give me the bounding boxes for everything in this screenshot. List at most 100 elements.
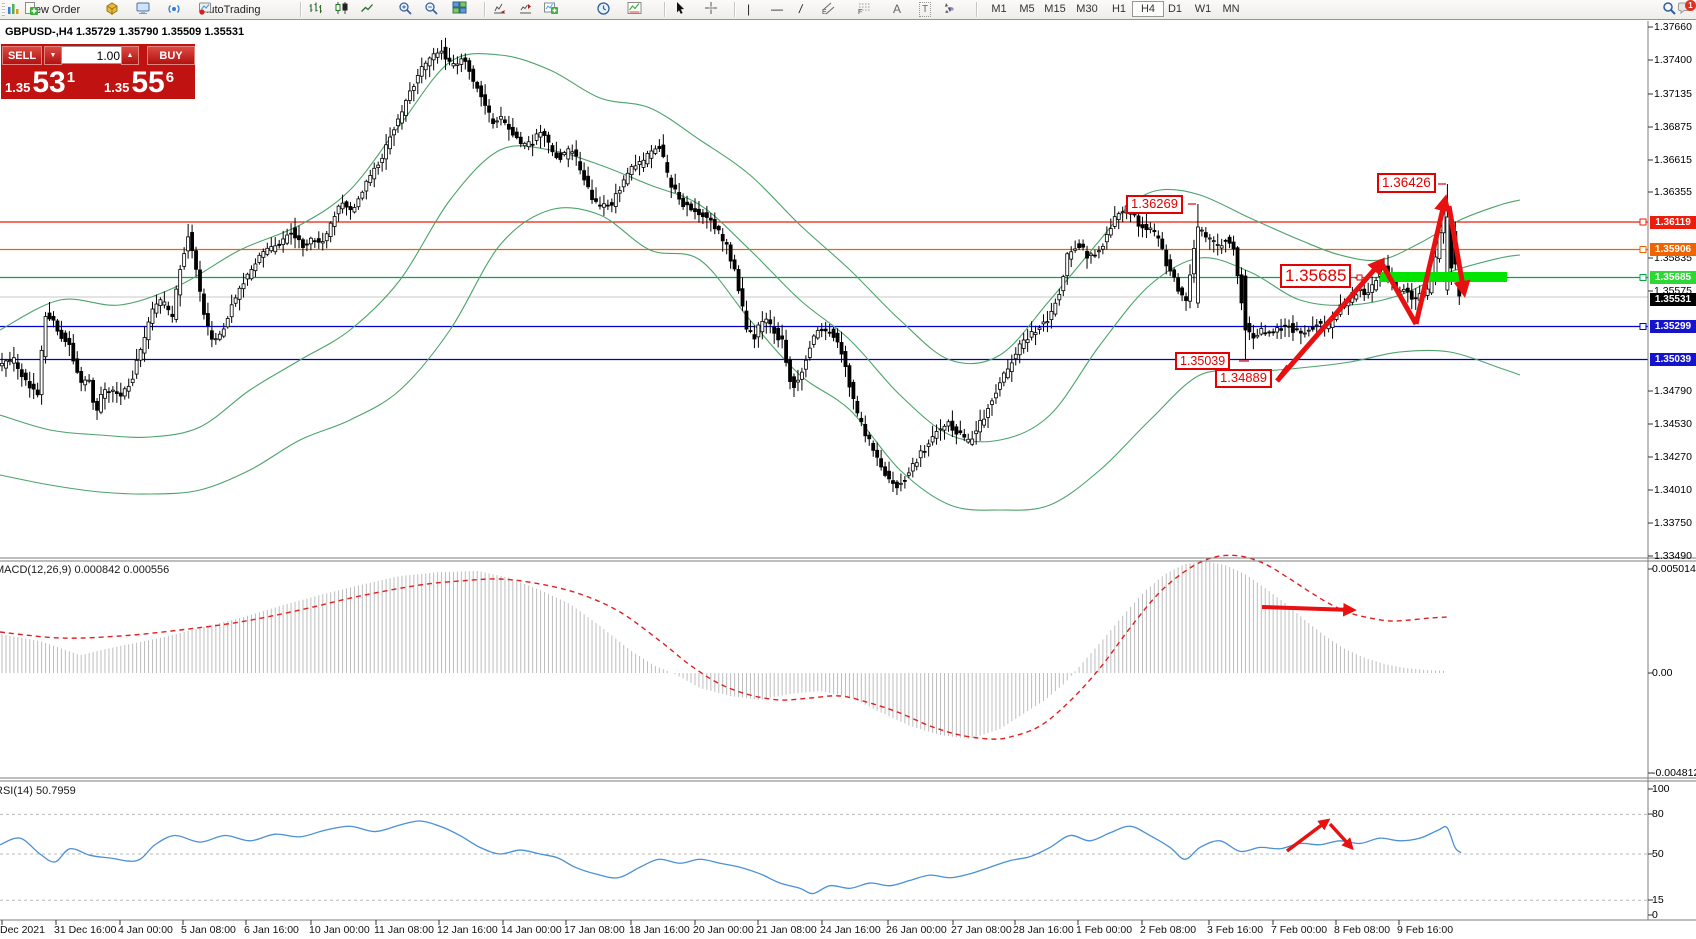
timeframe-m1[interactable]: M1	[991, 3, 1007, 15]
cursor-tool-button[interactable]	[674, 1, 684, 18]
macd-axis-label: 0.005014	[1652, 563, 1696, 575]
timeframe-m15[interactable]: M15	[1044, 3, 1066, 15]
macd-axis-label: -0.004812	[1652, 767, 1696, 779]
ask-big-digits: 55	[131, 66, 165, 99]
timeframe-m5[interactable]: M5	[1019, 3, 1035, 15]
horizontal-line-tool-button[interactable]: —	[768, 1, 786, 18]
fibonacci-icon	[859, 3, 871, 11]
price-callout-1.36269[interactable]: 1.36269	[1126, 195, 1183, 214]
time-tick-label: 4 Jan 00:00	[118, 924, 173, 936]
toolbar-grip[interactable]	[2, 3, 5, 16]
timeframe-d1[interactable]: D1	[1167, 3, 1183, 15]
terminal-button[interactable]	[136, 1, 150, 18]
price-callout-1.34889[interactable]: 1.34889	[1215, 369, 1272, 388]
chart-shift-button[interactable]	[518, 1, 531, 18]
horizontal-level-lines	[0, 218, 1648, 361]
timeframe-h4[interactable]: H4	[1132, 1, 1164, 17]
time-tick-label: 9 Feb 16:00	[1397, 924, 1454, 936]
dropdown-caret: ▼	[946, 5, 954, 14]
time-tick-label: 3 Feb 16:00	[1207, 924, 1264, 936]
notification-badge: 1	[1685, 0, 1696, 11]
bid-sup-digit: 1	[66, 69, 76, 86]
time-tick-label: 6 Jan 16:00	[244, 924, 299, 936]
green-zone-bar[interactable]	[1380, 272, 1507, 282]
new-order-button[interactable]: New Order	[24, 1, 83, 18]
price-tick-label: 1.34790	[1654, 385, 1692, 397]
price-tick-label: 1.34010	[1654, 484, 1692, 496]
price-callout-1.36426[interactable]: 1.36426	[1377, 173, 1436, 193]
tile-windows-button[interactable]	[452, 1, 467, 18]
chart-plus-icon	[8, 4, 19, 14]
time-tick-label: 14 Jan 00:00	[501, 924, 562, 936]
price-tick-label: 1.34530	[1654, 418, 1692, 430]
package-icon	[106, 2, 118, 15]
zoom-out-button[interactable]	[424, 1, 438, 18]
zoom-in-button[interactable]	[398, 1, 412, 18]
ask-small-digits: 1.35	[104, 80, 130, 95]
price-tick-label: 1.36355	[1654, 186, 1692, 198]
fibonacci-tool-button[interactable]: F	[858, 1, 871, 18]
one-click-trading-panel: SELL ▼ ▲ BUY 1.35 53 1 1.35 55 6	[1, 44, 195, 99]
channel-tool-button[interactable]: E	[822, 1, 835, 18]
bid-small-digits: 1.35	[5, 80, 31, 95]
time-tick-label: 27 Jan 08:00	[951, 924, 1012, 936]
time-tick-label: Dec 2021	[0, 924, 45, 936]
price-badge-1.35685: 1.35685	[1650, 271, 1696, 284]
timeframe-h1[interactable]: H1	[1111, 3, 1127, 15]
bid-price-display[interactable]: 1.35 53 1	[1, 65, 96, 98]
period-button[interactable]: ▼	[596, 1, 611, 18]
auto-scroll-button[interactable]	[492, 1, 505, 18]
volume-down-button[interactable]: ▼	[44, 46, 62, 65]
time-tick-label: 5 Jan 08:00	[181, 924, 236, 936]
candlesticks	[0, 37, 1462, 496]
shapes-tool-button[interactable]: ▼	[942, 1, 957, 18]
channel-tag: E	[822, 9, 827, 16]
time-tick-label: 17 Jan 08:00	[564, 924, 625, 936]
crosshair-icon	[705, 2, 717, 14]
market-watch-button[interactable]	[105, 1, 118, 18]
zoom-out-icon	[425, 2, 438, 15]
price-callout-1.35039[interactable]: 1.35039	[1175, 352, 1231, 371]
time-tick-label: 2 Feb 08:00	[1140, 924, 1197, 936]
signal-icon	[168, 5, 180, 13]
timeframe-w1[interactable]: W1	[1194, 3, 1212, 15]
time-tick-label: 7 Feb 00:00	[1271, 924, 1328, 936]
search-button[interactable]	[1662, 1, 1676, 18]
notifications-button[interactable]: 1	[1678, 0, 1696, 18]
price-tick-label: 1.33750	[1654, 517, 1692, 529]
rsi-axis-label: 15	[1652, 894, 1664, 906]
timeframe-m30[interactable]: M30	[1076, 3, 1098, 15]
price-tick-label: 1.37400	[1654, 54, 1692, 66]
line-mode-icon	[361, 4, 373, 12]
top-toolbar: New Order AutoTrading ▼ ▼ ▼ | — / E F A …	[0, 0, 1696, 20]
indicators-button[interactable]: ▼	[627, 1, 642, 18]
charts-bar-button[interactable]	[7, 1, 19, 18]
volume-up-button[interactable]: ▲	[121, 46, 139, 65]
ask-price-display[interactable]: 1.35 55 6	[100, 65, 195, 98]
autotrading-button[interactable]: AutoTrading	[198, 1, 264, 18]
macd-indicator-label: MACD(12,26,9) 0.000842 0.000556	[0, 564, 170, 576]
buy-button[interactable]: BUY	[147, 46, 195, 65]
vertical-line-tool-button[interactable]: |	[744, 1, 753, 18]
toolbar-separator	[976, 2, 977, 17]
price-badge-1.35299: 1.35299	[1650, 320, 1696, 333]
horizontal-line-icon: —	[771, 2, 783, 16]
text-tool-button[interactable]: A	[890, 1, 904, 18]
volume-input[interactable]	[61, 46, 125, 64]
bar-chart-mode-button[interactable]	[308, 1, 322, 18]
label-tool-button[interactable]: T	[916, 1, 934, 18]
timeframe-mn[interactable]: MN	[1222, 3, 1240, 15]
strategy-tester-button[interactable]	[167, 1, 180, 18]
candle-chart-mode-button[interactable]	[334, 1, 348, 18]
crosshair-tool-button[interactable]	[704, 1, 717, 18]
line-chart-mode-button[interactable]	[360, 1, 373, 18]
price-callout-1.35685[interactable]: 1.35685	[1280, 264, 1352, 288]
search-icon	[1663, 2, 1676, 15]
sell-button[interactable]: SELL	[2, 46, 42, 65]
new-order-label: New Order	[27, 3, 81, 16]
text-tool-icon: A	[893, 2, 902, 16]
annotation-arrows[interactable]	[1261, 194, 1471, 853]
toolbar-separator	[664, 2, 665, 17]
new-chart-button[interactable]: ▼	[543, 1, 558, 18]
